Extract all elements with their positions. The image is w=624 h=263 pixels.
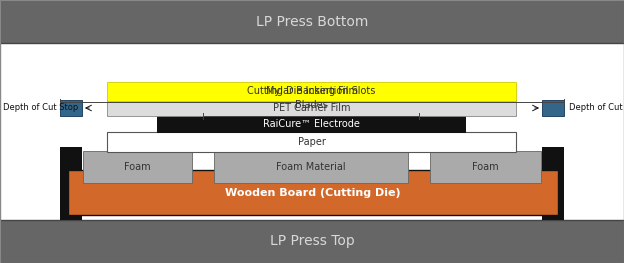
Bar — [60, 147, 82, 220]
Text: PET Carrier Film: PET Carrier Film — [273, 103, 350, 113]
Text: Blades: Blades — [295, 100, 328, 110]
Polygon shape — [414, 117, 424, 151]
Bar — [68, 170, 558, 215]
Bar — [0, 0, 624, 43]
Bar — [542, 100, 564, 116]
Text: Paper: Paper — [298, 137, 326, 147]
Bar — [0, 220, 624, 263]
Text: LP Press Bottom: LP Press Bottom — [256, 14, 368, 28]
Text: RaiCure™ Electrode: RaiCure™ Electrode — [263, 119, 360, 129]
Bar — [157, 115, 466, 133]
Bar — [107, 100, 516, 116]
Bar — [214, 151, 408, 183]
Text: Foam: Foam — [124, 162, 151, 172]
Polygon shape — [198, 117, 208, 151]
Text: Cutting Die Insertion Slots: Cutting Die Insertion Slots — [247, 86, 375, 96]
Text: Wooden Board (Cutting Die): Wooden Board (Cutting Die) — [225, 188, 401, 198]
Text: Foam Material: Foam Material — [276, 162, 346, 172]
Bar — [83, 151, 192, 183]
Text: Depth of Cut Stop: Depth of Cut Stop — [3, 104, 78, 113]
Bar — [60, 100, 82, 116]
Text: Depth of Cut Stop: Depth of Cut Stop — [569, 104, 624, 113]
Bar — [542, 147, 564, 220]
Text: LP Press Top: LP Press Top — [270, 235, 354, 249]
Text: Foam: Foam — [472, 162, 499, 172]
Bar — [107, 132, 516, 152]
Bar — [430, 151, 541, 183]
Bar — [107, 82, 516, 101]
Text: Mylar Backing Film: Mylar Backing Film — [265, 87, 358, 97]
